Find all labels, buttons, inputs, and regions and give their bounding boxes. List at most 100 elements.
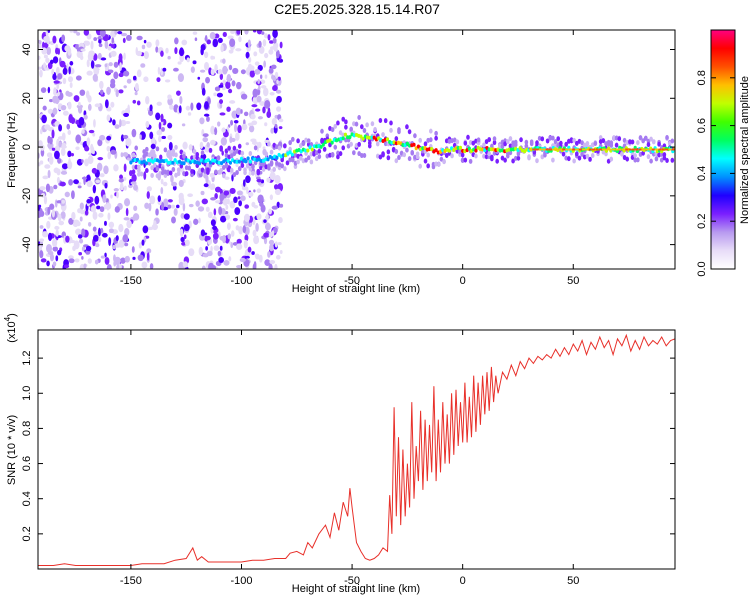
spectrogram-cell	[232, 217, 238, 222]
spectrogram-ridge-cell	[565, 148, 569, 151]
spectrogram-cell	[210, 139, 216, 146]
spectrogram-cell	[149, 131, 154, 140]
spectrogram-cell	[86, 137, 91, 147]
spectrogram-cell	[118, 178, 124, 183]
spectrogram-cell	[357, 141, 361, 147]
spectrogram-cell	[238, 36, 242, 43]
spectrogram-ridge-cell	[671, 148, 675, 151]
spectrogram-cell	[245, 175, 251, 184]
spectrogram-cell	[394, 149, 399, 155]
spectrogram-cell	[275, 49, 280, 59]
spectrogram-cell	[226, 106, 231, 112]
spectrogram-cell	[413, 133, 417, 139]
spectrogram-cell	[49, 99, 54, 103]
spectrogram-cell	[330, 152, 335, 158]
spectrogram-cell	[201, 232, 208, 236]
spectrogram-cell	[83, 114, 88, 120]
spectrogram-cell	[236, 190, 243, 196]
spectrogram-cell	[341, 145, 346, 151]
spectrogram-cell	[171, 166, 176, 172]
spectrogram-cell	[352, 121, 356, 127]
spectrogram-cell	[202, 133, 209, 138]
spectrogram-cell	[553, 139, 558, 145]
spectrogram-cell	[258, 46, 265, 54]
y-tick-label: 20	[21, 92, 33, 104]
spectrogram-cell	[545, 138, 550, 144]
spectrogram-cell	[241, 123, 248, 131]
spectrogram-cell	[572, 158, 576, 164]
spectrogram-cell	[75, 146, 80, 151]
spectrogram-cell	[54, 150, 60, 160]
spectrogram-cell	[64, 45, 71, 52]
spectrogram-ridge-cell	[592, 148, 596, 151]
spectrogram-ridge-cell	[588, 148, 592, 151]
spectrogram-cell	[94, 195, 100, 205]
spectrogram-cell	[104, 252, 107, 258]
spectrogram-ridge-cell	[341, 136, 345, 141]
spectrogram-ridge-cell	[661, 148, 665, 151]
spectrogram-cell	[261, 31, 265, 35]
spectrogram-cell	[52, 261, 57, 267]
spectrogram-cell	[143, 171, 147, 180]
spectrogram-ridge-cell	[529, 148, 533, 151]
spectrogram-cell	[100, 227, 104, 234]
colorbar-label: Normalized spectral amplitude	[739, 76, 750, 224]
spectrogram-cell	[247, 39, 252, 48]
spectrogram-cell	[270, 127, 274, 134]
spectrogram-cell	[620, 151, 624, 157]
spectrogram-cell	[54, 145, 61, 152]
spectrogram-cell	[138, 242, 142, 249]
spectrogram-cell	[198, 246, 203, 256]
spectrogram-cell	[217, 121, 221, 127]
spectrogram-cell	[119, 62, 123, 71]
spectrogram-cell	[199, 141, 204, 149]
spectrogram-cell	[207, 211, 213, 219]
spectrogram-cell	[256, 178, 263, 183]
spectrogram-cell	[114, 30, 118, 35]
spectrogram-cell	[39, 186, 46, 191]
spectrogram-cell	[81, 256, 84, 260]
spectrogram-cell	[423, 158, 428, 164]
spectrogram-cell	[266, 177, 271, 183]
spectrogram-cell	[275, 254, 281, 260]
spectrogram-cell	[264, 122, 268, 127]
spectrogram-cell	[242, 179, 246, 187]
spectrogram-cell	[247, 56, 252, 63]
spectrogram-cell	[103, 204, 109, 210]
spectrogram-cell	[511, 158, 515, 164]
spectrogram-cell	[68, 66, 71, 75]
spectrogram-cell	[133, 205, 138, 212]
spectrogram-cell	[97, 139, 103, 147]
spectrogram-cell	[280, 163, 284, 169]
spectrogram-cell	[551, 157, 555, 163]
spectrogram-cell	[232, 151, 237, 157]
spectrogram-cell	[157, 195, 161, 202]
spectrogram-cell	[58, 141, 62, 148]
spectrogram-cell	[54, 199, 58, 208]
spectrogram-cell	[436, 161, 441, 167]
spectrogram-cell	[112, 244, 117, 250]
spectrogram-ridge-cell	[361, 136, 365, 141]
spectrogram-ridge-cell	[638, 148, 642, 151]
spectrogram-cell	[429, 128, 433, 134]
spectrogram-cell	[214, 193, 218, 200]
spectrogram-cell	[574, 140, 579, 146]
spectrogram-cell	[503, 157, 507, 163]
spectrogram-cell	[111, 36, 115, 44]
spectrogram-cell	[117, 31, 123, 35]
spectrogram-cell	[389, 120, 393, 126]
spectrogram-cell	[314, 156, 319, 162]
spectrogram-ridge-cell	[655, 148, 659, 151]
spectrogram-cell	[298, 143, 303, 149]
spectrogram-ridge-cell	[575, 148, 579, 151]
spectrogram-cell	[234, 123, 238, 133]
spectrogram-cell	[405, 147, 409, 153]
spectrogram-cell	[444, 153, 449, 159]
spectrogram-cell	[244, 204, 250, 209]
spectrogram-cell	[221, 127, 226, 133]
spectrogram-cell	[183, 223, 190, 232]
spectrogram-cell	[201, 87, 206, 96]
spectrogram-cell	[665, 158, 669, 164]
spectrogram-cell	[61, 163, 69, 170]
spectrogram-cell	[243, 239, 248, 249]
